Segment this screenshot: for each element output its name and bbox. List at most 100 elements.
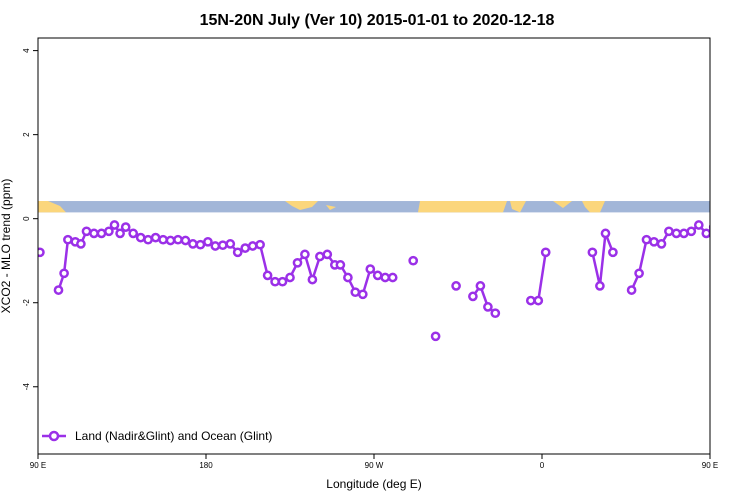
data-point bbox=[649, 236, 659, 247]
y-tick-label: 4 bbox=[22, 48, 31, 53]
data-point bbox=[490, 308, 501, 319]
data-point bbox=[81, 226, 92, 237]
data-point bbox=[451, 281, 461, 291]
data-point bbox=[173, 234, 183, 245]
data-point bbox=[217, 240, 228, 251]
data-point bbox=[59, 268, 69, 279]
data-point bbox=[300, 249, 310, 260]
data-point bbox=[210, 241, 221, 251]
data-point bbox=[135, 232, 146, 243]
data-point bbox=[292, 257, 303, 268]
data-point bbox=[634, 268, 644, 279]
plot-frame bbox=[37, 37, 711, 455]
data-point bbox=[285, 272, 295, 283]
data-point bbox=[120, 222, 131, 232]
series-layer bbox=[38, 220, 710, 342]
data-point bbox=[277, 276, 288, 287]
data-point bbox=[533, 295, 544, 306]
data-point bbox=[158, 234, 168, 245]
data-point bbox=[128, 228, 139, 239]
x-tick-label: 90 W bbox=[365, 461, 384, 470]
series-line bbox=[530, 252, 547, 302]
data-point bbox=[240, 243, 251, 253]
legend: Land (Nadir&Glint) and Ocean (Glint) bbox=[42, 429, 272, 443]
land-asia bbox=[38, 201, 66, 213]
y-tick-label: -4 bbox=[22, 383, 31, 391]
data-point bbox=[357, 289, 368, 300]
data-point bbox=[656, 239, 667, 249]
data-point bbox=[626, 285, 637, 295]
data-point bbox=[109, 220, 120, 230]
data-point bbox=[641, 234, 652, 245]
land-caribbean bbox=[326, 205, 336, 211]
data-point bbox=[475, 281, 486, 291]
y-tick-label: -2 bbox=[22, 299, 31, 307]
data-point bbox=[203, 236, 213, 247]
y-axis-label: XCO2 - MLO trend (ppm) bbox=[0, 179, 13, 314]
data-point bbox=[89, 228, 99, 239]
land-india bbox=[553, 201, 572, 209]
data-point bbox=[63, 234, 73, 245]
data-point bbox=[671, 228, 682, 239]
data-point bbox=[701, 228, 710, 239]
data-point bbox=[595, 281, 605, 291]
data-point bbox=[195, 239, 206, 250]
data-point bbox=[693, 220, 704, 230]
data-point bbox=[365, 264, 376, 274]
data-point bbox=[335, 260, 346, 270]
data-point bbox=[247, 241, 258, 251]
land-arabia bbox=[510, 201, 526, 213]
data-point bbox=[679, 228, 689, 239]
data-point bbox=[708, 223, 710, 231]
data-point bbox=[104, 226, 114, 237]
data-point bbox=[150, 232, 161, 243]
data-point bbox=[540, 247, 551, 258]
world-map-strip bbox=[38, 201, 710, 213]
data-point bbox=[262, 270, 273, 281]
data-point bbox=[255, 239, 265, 250]
series-line bbox=[591, 232, 615, 288]
data-point bbox=[430, 331, 441, 342]
data-point bbox=[380, 272, 391, 283]
x-tick-label: 90 E bbox=[30, 461, 46, 470]
ocean-band bbox=[38, 201, 710, 213]
series-line bbox=[471, 284, 497, 315]
data-point bbox=[343, 272, 353, 283]
data-point bbox=[372, 270, 383, 281]
legend-label: Land (Nadir&Glint) and Ocean (Glint) bbox=[75, 429, 272, 443]
x-tick-label: 0 bbox=[540, 461, 545, 470]
data-point bbox=[315, 251, 325, 262]
data-point bbox=[165, 235, 176, 246]
data-point bbox=[115, 228, 125, 239]
x-axis: 90 E 180 90 W 0 90 E bbox=[30, 454, 718, 470]
data-point bbox=[608, 247, 618, 258]
data-point bbox=[408, 255, 419, 266]
data-point bbox=[468, 291, 478, 302]
data-point bbox=[587, 247, 598, 258]
x-axis-label: Longitude (deg E) bbox=[326, 477, 421, 491]
data-point bbox=[53, 285, 64, 295]
data-point bbox=[664, 226, 674, 237]
data-point bbox=[188, 239, 198, 249]
y-axis: 4 2 0 -2 -4 bbox=[22, 48, 38, 390]
data-point bbox=[38, 247, 45, 258]
land-africa bbox=[418, 201, 507, 213]
data-point bbox=[232, 247, 243, 258]
chart-title: 15N-20N July (Ver 10) 2015-01-01 to 2020… bbox=[200, 12, 555, 29]
data-point bbox=[270, 276, 280, 287]
data-point bbox=[143, 234, 153, 245]
land-mexico bbox=[285, 201, 318, 211]
x-tick-label: 90 E bbox=[702, 461, 718, 470]
data-point bbox=[180, 235, 191, 246]
data-point bbox=[525, 295, 536, 306]
data-point bbox=[350, 287, 361, 298]
x-tick-label: 180 bbox=[199, 461, 213, 470]
data-point bbox=[600, 228, 611, 239]
y-tick-label: 2 bbox=[22, 132, 31, 137]
data-point bbox=[96, 228, 107, 239]
data-point bbox=[483, 302, 493, 312]
legend-marker bbox=[48, 430, 60, 442]
land-indochina bbox=[582, 201, 605, 213]
data-point bbox=[322, 249, 333, 260]
